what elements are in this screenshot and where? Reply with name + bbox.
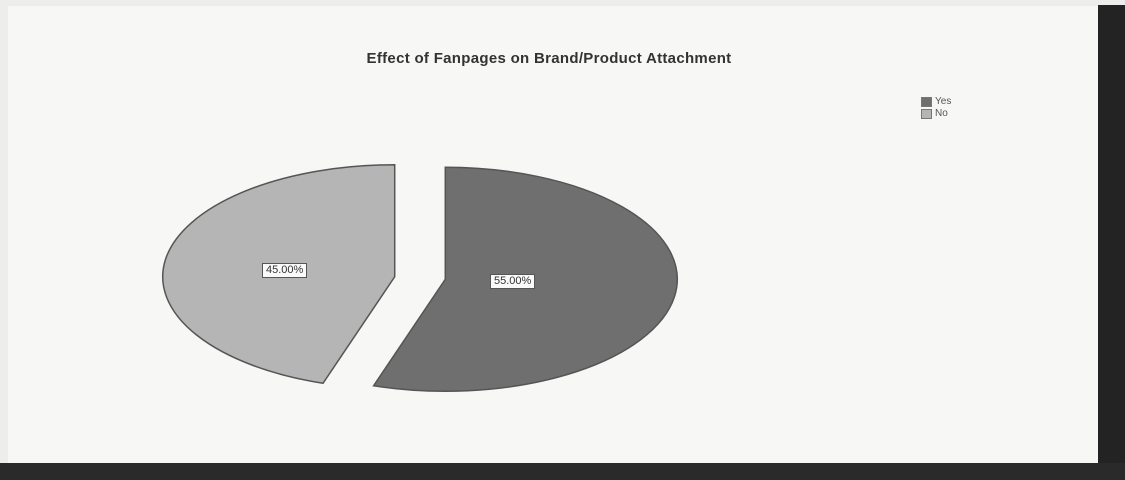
chart-title: Effect of Fanpages on Brand/Product Atta… bbox=[366, 50, 732, 67]
legend-item-yes: Yes bbox=[921, 96, 951, 108]
frame-border-right bbox=[1098, 5, 1125, 480]
pie-chart bbox=[161, 163, 679, 392]
legend-label-yes: Yes bbox=[935, 96, 952, 107]
chart-legend: Yes No bbox=[921, 96, 951, 120]
data-label-yes: 55.00% bbox=[490, 274, 536, 289]
frame-border-bottom bbox=[0, 463, 1125, 480]
legend-item-no: No bbox=[921, 108, 951, 120]
legend-swatch-yes bbox=[921, 97, 932, 107]
legend-label-no: No bbox=[935, 108, 948, 119]
data-label-no: 45.00% bbox=[262, 263, 308, 278]
legend-swatch-no bbox=[921, 109, 932, 119]
